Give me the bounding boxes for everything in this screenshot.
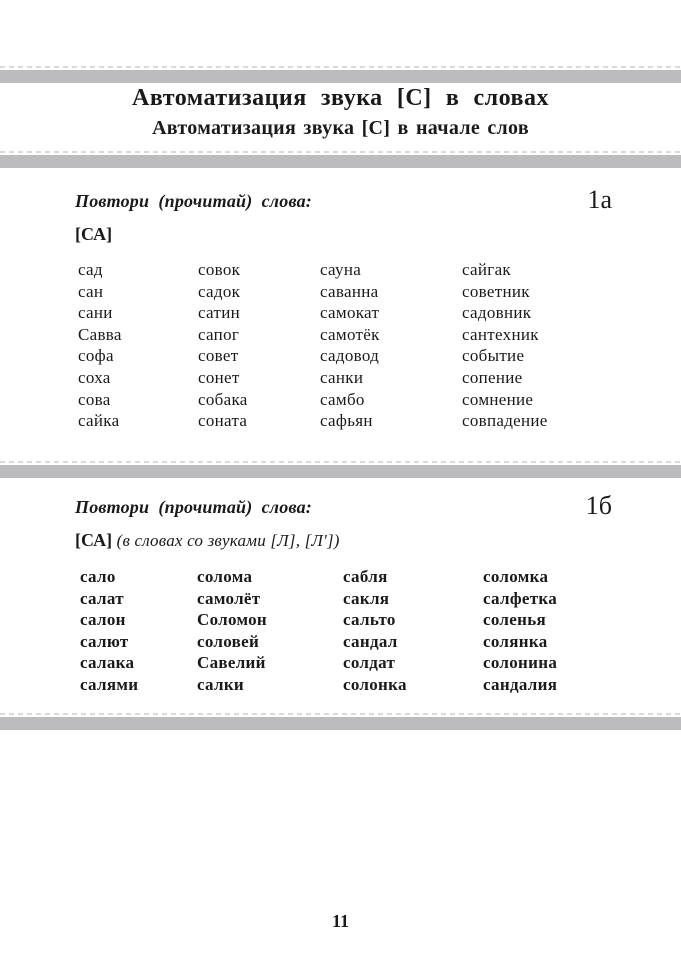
word: советник xyxy=(462,281,530,301)
divider-dashed-line xyxy=(0,713,681,715)
word: салями xyxy=(80,674,139,694)
divider-dashed-line xyxy=(0,151,681,153)
word: самотёк xyxy=(320,324,380,344)
divider-bar xyxy=(0,70,681,83)
word-column: соломка салфетка соленья солянка солонина сан… xyxy=(483,566,557,695)
word: салфетка xyxy=(483,588,558,608)
word: солянка xyxy=(483,631,548,651)
word: санки xyxy=(320,367,364,387)
exercise-instruction: Повтори (прочитай) слова: xyxy=(75,191,312,211)
word: салют xyxy=(80,631,129,651)
word: собака xyxy=(198,389,248,409)
word: совок xyxy=(198,260,241,279)
word: Савва xyxy=(78,324,122,344)
word: сало xyxy=(80,567,116,586)
divider-bar xyxy=(0,717,681,730)
section-divider xyxy=(0,66,681,83)
word: событие xyxy=(462,346,525,366)
word: самбо xyxy=(320,389,365,409)
exercise-number: 1а xyxy=(587,185,612,214)
word: Савелий xyxy=(197,653,266,672)
word-table: сад сан сани Савва софа соха сова сайка совок са… xyxy=(78,259,548,432)
word: самокат xyxy=(320,303,380,323)
word: сатин xyxy=(198,303,240,323)
word: солонка xyxy=(343,674,407,694)
sound-group-label: [СА] xyxy=(75,530,113,550)
sound-group-line: [СА] xyxy=(75,224,112,245)
exercise-number: 1б xyxy=(585,491,612,520)
exercise-instruction: Повтори (прочитай) слова: xyxy=(75,497,312,517)
word: сопение xyxy=(462,367,523,387)
word: сауна xyxy=(320,260,362,279)
word: сайгак xyxy=(462,260,511,279)
section-divider xyxy=(0,151,681,168)
word: соленья xyxy=(483,610,546,629)
page-number: 11 xyxy=(331,911,349,931)
word-column: сабля сакля сальто сандал солдат солонка xyxy=(343,566,483,695)
word: соната xyxy=(198,411,248,431)
word: сайка xyxy=(78,411,120,431)
word: сад xyxy=(78,260,103,279)
word: салки xyxy=(197,674,245,694)
word: совет xyxy=(198,346,239,366)
word: салат xyxy=(80,588,124,608)
word: солонина xyxy=(483,653,558,672)
page-subtitle: Автоматизация звука [С] в начале слов xyxy=(152,117,529,139)
word: сантехник xyxy=(462,324,539,344)
word: салака xyxy=(80,653,135,672)
word: сафьян xyxy=(320,411,373,431)
section-divider xyxy=(0,713,681,730)
word: сова xyxy=(78,389,111,409)
page-title: Автоматизация звука [С] в словах xyxy=(132,85,549,111)
word: совпадение xyxy=(462,411,548,431)
word: солдат xyxy=(343,653,396,672)
word: сомнение xyxy=(462,389,534,409)
word-column: сад сан сани Савва софа соха сова сайка xyxy=(78,259,198,432)
word: садовод xyxy=(320,346,380,366)
sound-group-label: [СА] xyxy=(75,224,113,244)
word: сапог xyxy=(198,324,240,344)
word: самолёт xyxy=(197,588,261,608)
word: софа xyxy=(78,346,114,366)
word-column: сайгак советник садовник сантехник событие со… xyxy=(462,259,548,432)
word-column: сауна саванна самокат самотёк садовод санки са… xyxy=(320,259,462,432)
word: соловей xyxy=(197,631,260,651)
word: соха xyxy=(78,367,111,387)
word: соломка xyxy=(483,567,549,586)
divider-dashed-line xyxy=(0,461,681,463)
word: сан xyxy=(78,281,104,301)
word-column: солома самолёт Соломон соловей Савелий салки xyxy=(197,566,343,695)
sound-group-note: (в словах со звуками [Л], [Л']) xyxy=(116,531,340,550)
word: сальто xyxy=(343,610,396,629)
word: сабля xyxy=(343,567,388,586)
word-column: сало салат салон салют салака салями xyxy=(80,566,197,695)
word: сандалия xyxy=(483,674,558,694)
word: салон xyxy=(80,610,126,629)
divider-dashed-line xyxy=(0,66,681,68)
divider-bar xyxy=(0,155,681,168)
word: сонет xyxy=(198,367,240,387)
word: сандал xyxy=(343,631,398,651)
section-divider xyxy=(0,461,681,478)
word: сакля xyxy=(343,588,390,608)
word: садовник xyxy=(462,303,532,323)
word: сани xyxy=(78,303,113,323)
divider-bar xyxy=(0,465,681,478)
word: Соломон xyxy=(197,610,268,629)
word-column: совок садок сатин сапог совет сонет собака сона… xyxy=(198,259,320,432)
word: саванна xyxy=(320,281,379,301)
word-table: сало салат салон салют салака салями солома са… xyxy=(80,566,557,695)
word: солома xyxy=(197,567,253,586)
word: садок xyxy=(198,281,241,301)
sound-group-line: [СА] (в словах со звуками [Л], [Л']) xyxy=(75,530,340,551)
